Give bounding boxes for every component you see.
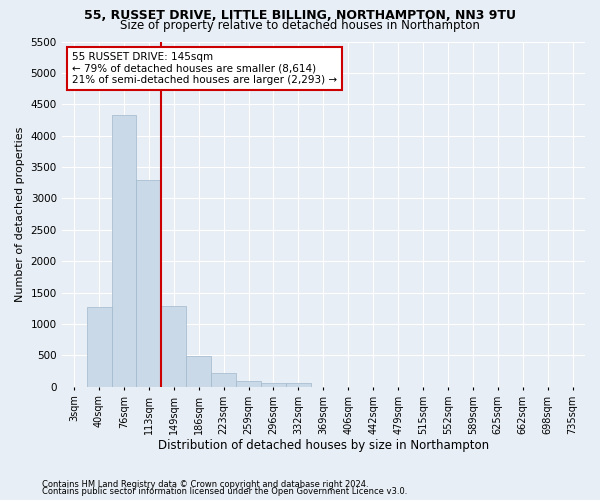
Bar xyxy=(186,356,211,387)
Bar xyxy=(286,384,311,387)
Text: Contains HM Land Registry data © Crown copyright and database right 2024.: Contains HM Land Registry data © Crown c… xyxy=(42,480,368,489)
Bar xyxy=(136,180,161,387)
Y-axis label: Number of detached properties: Number of detached properties xyxy=(15,126,25,302)
Text: Contains public sector information licensed under the Open Government Licence v3: Contains public sector information licen… xyxy=(42,487,407,496)
Bar xyxy=(261,382,286,387)
Text: 55 RUSSET DRIVE: 145sqm
← 79% of detached houses are smaller (8,614)
21% of semi: 55 RUSSET DRIVE: 145sqm ← 79% of detache… xyxy=(72,52,337,85)
X-axis label: Distribution of detached houses by size in Northampton: Distribution of detached houses by size … xyxy=(158,440,489,452)
Text: Size of property relative to detached houses in Northampton: Size of property relative to detached ho… xyxy=(120,18,480,32)
Bar xyxy=(86,307,112,387)
Bar xyxy=(112,115,136,387)
Bar xyxy=(236,381,261,387)
Text: 55, RUSSET DRIVE, LITTLE BILLING, NORTHAMPTON, NN3 9TU: 55, RUSSET DRIVE, LITTLE BILLING, NORTHA… xyxy=(84,9,516,22)
Bar xyxy=(211,374,236,387)
Bar xyxy=(161,306,186,387)
